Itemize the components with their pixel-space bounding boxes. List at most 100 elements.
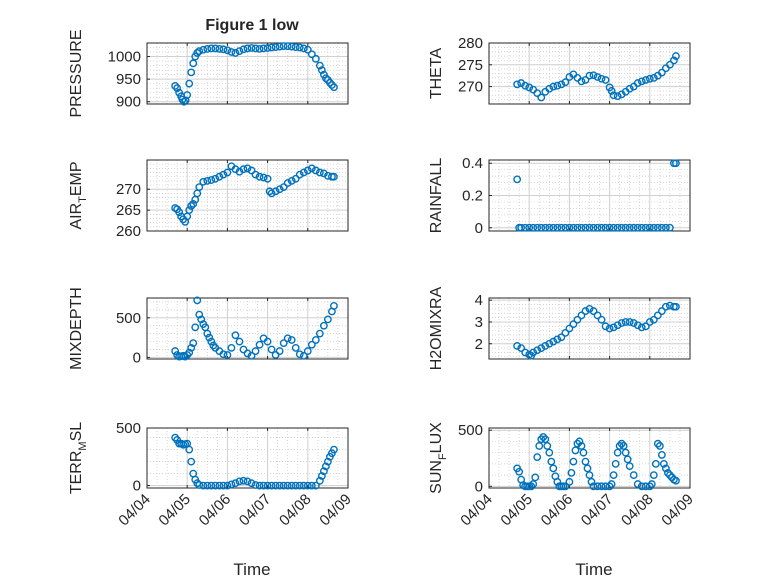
panel-5-point <box>251 347 260 355</box>
panel-1-point <box>259 44 268 53</box>
panel-2-point <box>601 76 610 84</box>
panel-4-point <box>589 223 598 232</box>
panel-7-point <box>203 481 212 490</box>
panel-7-point <box>291 481 300 490</box>
panel-5-point <box>271 351 280 359</box>
panel-6-point <box>597 315 606 324</box>
panel-5-point <box>311 336 320 344</box>
panel-4-point <box>553 223 562 232</box>
panel-8-point <box>589 482 598 491</box>
panel-5-point <box>287 336 296 344</box>
panel-5-point <box>303 347 312 355</box>
panel-1-point <box>271 43 280 51</box>
panel-8-point <box>577 442 586 450</box>
panel-4-y-tick-label: 0 <box>475 220 483 237</box>
panel-3-point <box>199 177 208 186</box>
panel-8-point <box>531 473 540 482</box>
panel-6-point <box>621 318 630 326</box>
panel-8-point <box>539 433 548 441</box>
panel-7-point <box>255 481 264 490</box>
panel-5-point <box>330 302 338 310</box>
panel-2-point <box>609 91 618 100</box>
panel-2-point <box>666 60 674 69</box>
panel-6-point <box>553 335 562 344</box>
panel-4-point <box>565 223 574 232</box>
panel-8-point <box>527 482 536 491</box>
panel-8-point <box>621 448 630 457</box>
panel-4-point <box>601 223 610 232</box>
panel-6-point <box>581 307 590 315</box>
panel-7-point <box>295 481 304 490</box>
panel-7-point <box>185 445 194 454</box>
panel-8-point <box>569 457 578 466</box>
panel-3-point <box>263 174 272 183</box>
panel-7-point <box>263 481 272 490</box>
panel-3-point <box>303 166 312 175</box>
panel-1-point <box>311 54 320 63</box>
panel-2-point <box>657 68 666 77</box>
panel-5-point <box>205 333 214 342</box>
panel-8-point <box>637 482 646 491</box>
panel-7-point <box>311 481 320 490</box>
panel-2-point <box>641 76 650 84</box>
panel-8-point <box>649 471 658 480</box>
panel-8-point <box>605 482 614 491</box>
panel-3-point <box>311 166 320 175</box>
panel-6-point <box>605 324 614 333</box>
panel-8-point <box>537 435 546 444</box>
panel-5-point <box>185 348 194 357</box>
panel-6-point <box>537 344 546 353</box>
panel-7-point <box>227 480 236 489</box>
panel-8-point <box>575 437 584 446</box>
panel-4-point <box>585 223 594 232</box>
panel-4-point <box>657 223 666 232</box>
panel-2-y-tick-label: 275 <box>458 57 483 74</box>
panel-2-point <box>649 73 658 82</box>
panel-7-point <box>223 481 232 490</box>
panel-6-point <box>529 348 538 357</box>
panel-8-point <box>645 482 654 491</box>
panel-6-point <box>573 315 582 324</box>
panel-5-point <box>247 351 256 360</box>
panel-4-point <box>593 223 602 232</box>
panel-2-point <box>645 74 654 83</box>
panel-2-point <box>521 81 530 90</box>
panel-2-y-axis-label: THETA <box>428 48 445 100</box>
panel-2-axes-box <box>488 42 691 105</box>
panel-7-point <box>219 481 228 490</box>
panel-7-point <box>319 467 328 476</box>
panel-8-y-tick-label: 500 <box>458 422 483 439</box>
panel-5-axes-box <box>146 297 349 360</box>
panel-7-point <box>307 481 316 490</box>
panel-3-point <box>279 183 288 192</box>
panel-5-point <box>197 315 206 324</box>
panel-3-point <box>223 168 232 177</box>
panel-1-point <box>173 84 182 93</box>
panel-3-point <box>251 170 260 179</box>
panel-3-axes-box <box>146 159 349 232</box>
panel-8-point <box>633 480 642 488</box>
panel-8-point <box>535 442 544 450</box>
panel-1-point <box>189 59 198 68</box>
panel-4-point <box>513 175 522 184</box>
panel-2-point <box>585 71 594 80</box>
panel-8-point <box>583 464 592 473</box>
panel-8-point <box>611 459 620 468</box>
panel-6-axes-box <box>488 297 691 360</box>
panel-8-point <box>541 435 550 444</box>
panel-3-y-tick-label: 260 <box>116 223 141 240</box>
panel-8-point <box>647 480 656 488</box>
panel-8-point <box>653 439 662 448</box>
panel-5-point <box>307 340 316 349</box>
panel-5-point <box>219 350 228 359</box>
panel-7-point <box>251 481 260 489</box>
panel-5-point <box>231 331 240 340</box>
panel-8-point <box>617 439 626 448</box>
panel-1-point <box>219 45 228 54</box>
panel-1-point <box>275 42 284 51</box>
x-axis-label-left: Time <box>233 560 270 579</box>
panel-3: 260 265 270 AIRTEMP <box>68 159 349 240</box>
panel-2-point <box>537 93 546 102</box>
panel-6-point <box>637 323 646 332</box>
panel-4-point <box>525 223 534 232</box>
